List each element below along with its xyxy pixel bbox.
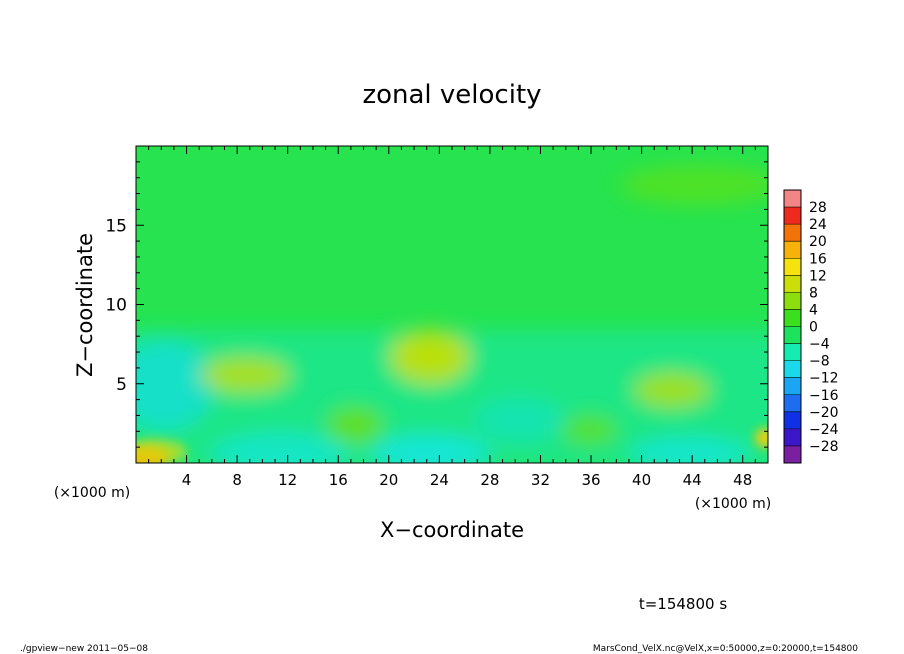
- colorbar-label: 16: [809, 251, 827, 267]
- x-tick-label: 4: [182, 471, 192, 489]
- field-blob-cyan-bottom-1: [210, 433, 350, 463]
- colorbar-label: 12: [809, 268, 827, 284]
- colorbar-label: −28: [809, 439, 839, 455]
- colorbar-swatch: [784, 445, 801, 463]
- y-axis-ticks: 5 10 15: [105, 161, 768, 448]
- field-blob-yellow-1: [200, 358, 290, 392]
- field-blob-cyan-bottom-3: [630, 437, 750, 463]
- y-axis-label: Z−coordinate: [73, 233, 97, 377]
- y-tick-label: 10: [105, 296, 127, 316]
- x-unit-right: (×1000 m): [695, 496, 771, 512]
- colorbar-swatch: [784, 411, 801, 429]
- x-tick-label: 36: [581, 471, 600, 489]
- y-tick-label: 5: [116, 375, 127, 395]
- colorbar-swatch: [784, 224, 801, 242]
- colorbar-label: 28: [809, 200, 827, 216]
- colorbar-swatch: [784, 241, 801, 259]
- colorbar-label: −8: [809, 354, 830, 370]
- field-blob-yellow-3: [634, 373, 710, 407]
- x-unit-left: (×1000 m): [54, 485, 130, 501]
- x-tick-label: 48: [733, 471, 752, 489]
- x-axis-ticks: 4 8 12 16 20 24 28 32 36 40 44 48: [148, 146, 756, 489]
- colorbar-label: 20: [809, 234, 827, 250]
- colorbar-swatch: [784, 309, 801, 327]
- colorbar-label: 24: [809, 217, 827, 233]
- colorbar-swatch: [784, 377, 801, 395]
- footer-right: MarsCond_VelX.nc@VelX,x=0:50000,z=0:2000…: [593, 644, 858, 654]
- colorbar-swatch: [784, 275, 801, 293]
- field-blob-yellow-corner: [136, 439, 187, 463]
- colorbar-swatch: [784, 190, 801, 208]
- x-tick-label: 32: [531, 471, 550, 489]
- colorbar-label: −12: [809, 371, 839, 387]
- x-tick-label: 12: [278, 471, 297, 489]
- time-label: t=154800 s: [639, 595, 727, 613]
- chart-title: zonal velocity: [362, 80, 541, 110]
- colorbar-swatch: [784, 343, 801, 361]
- footer-left: ./gpview−new 2011−05−08: [20, 644, 148, 654]
- field-blob-cyan-bottom-2: [370, 435, 490, 463]
- field-blob-green-4: [327, 407, 383, 443]
- colorbar-swatch: [784, 326, 801, 344]
- x-tick-label: 16: [329, 471, 348, 489]
- x-tick-label: 40: [632, 471, 651, 489]
- x-tick-label: 44: [683, 471, 702, 489]
- field-blob-cyan-left: [136, 340, 215, 430]
- colorbar-swatch: [784, 394, 801, 412]
- colorbar-swatch: [784, 207, 801, 225]
- x-tick-label: 24: [430, 471, 449, 489]
- colorbar-swatch: [784, 258, 801, 276]
- y-tick-label: 15: [105, 216, 127, 236]
- field-blob-yellow-2: [390, 330, 470, 384]
- colorbar-label: −24: [809, 422, 839, 438]
- colorbar-label: −4: [809, 337, 830, 353]
- colorbar-swatch: [784, 360, 801, 378]
- velocity-field: [136, 146, 768, 463]
- x-axis-label: X−coordinate: [380, 518, 524, 542]
- x-tick-label: 28: [480, 471, 499, 489]
- x-tick-label: 8: [232, 471, 242, 489]
- field-blob-cyan-mid: [475, 398, 565, 442]
- colorbar-label: 8: [809, 285, 818, 301]
- colorbar-label: 4: [809, 302, 818, 318]
- x-tick-label: 20: [379, 471, 398, 489]
- colorbar-label: 0: [809, 320, 818, 336]
- colorbar-swatch: [784, 428, 801, 446]
- field-blob-green-5: [562, 416, 618, 444]
- colorbar-swatch: [784, 292, 801, 310]
- field-blob-upper-light: [620, 165, 768, 205]
- colorbar-label: −20: [809, 405, 839, 421]
- colorbar-label: −16: [809, 388, 839, 404]
- field-blob-orange-right: [755, 428, 768, 448]
